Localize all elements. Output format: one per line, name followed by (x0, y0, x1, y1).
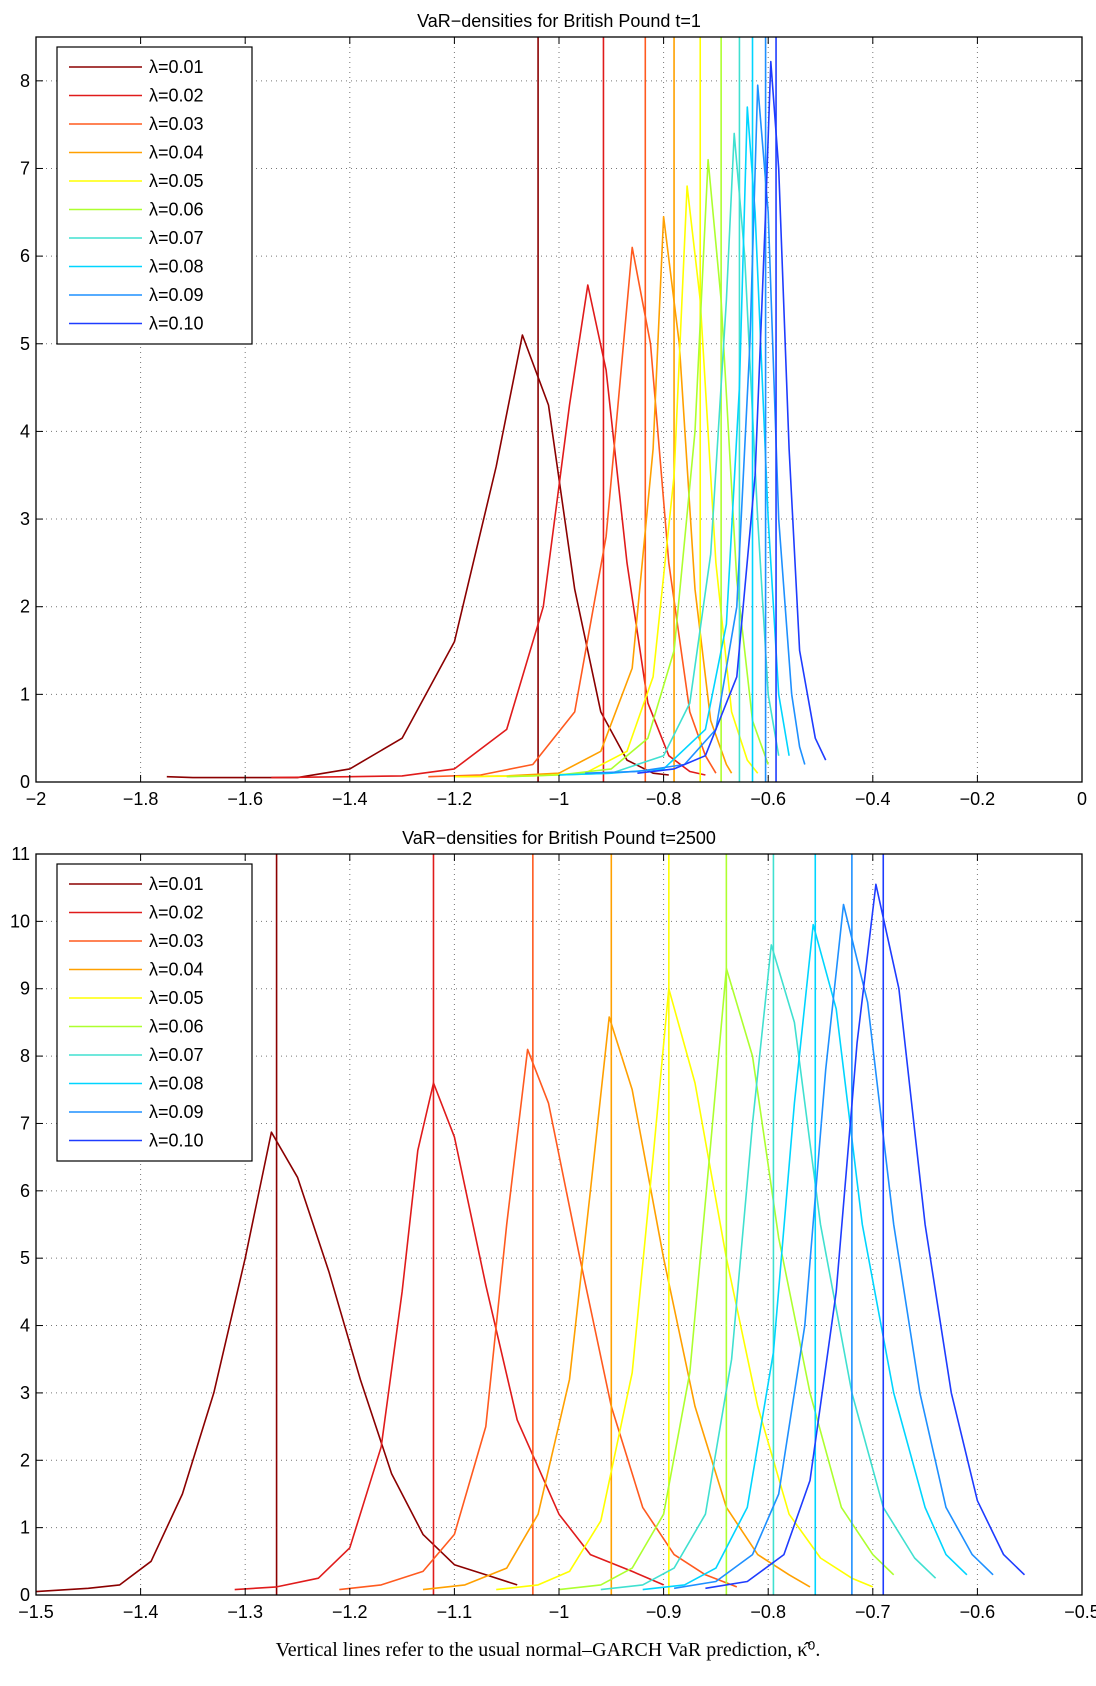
x-tick-label: −0.2 (960, 789, 996, 809)
legend: λ=0.01 λ=0.02 λ=0.03 λ=0.04 λ=0.05 λ=0.06 λ=0.… (56, 863, 253, 1162)
x-tick-label: 0 (1077, 789, 1087, 809)
legend-label: λ=0.10 (149, 314, 204, 334)
y-tick-label: 5 (20, 1248, 30, 1268)
y-tick-label: 4 (20, 421, 30, 441)
x-tick-label: −0.8 (646, 789, 682, 809)
legend-label: λ=0.05 (149, 171, 204, 191)
x-tick-label: −1.5 (18, 1602, 54, 1622)
density-curve (705, 883, 1026, 1590)
chart-title: VaR−densities for British Pound t=1 (417, 11, 701, 31)
x-tick-label: −0.7 (855, 1602, 891, 1622)
x-tick-label: −1.2 (332, 1602, 368, 1622)
legend-label: λ=0.07 (149, 1045, 204, 1065)
y-tick-label: 2 (20, 597, 30, 617)
density-curve (428, 246, 717, 778)
x-tick-label: −0.6 (960, 1602, 996, 1622)
y-tick-label: 4 (20, 1316, 30, 1336)
density-curve (35, 1131, 518, 1593)
density-curve (642, 923, 968, 1591)
x-tick-label: −1.1 (437, 1602, 473, 1622)
legend-label: λ=0.06 (149, 200, 204, 220)
x-tick-label: −2 (26, 789, 47, 809)
legend-label: λ=0.09 (149, 1102, 204, 1122)
legend-label: λ=0.04 (149, 143, 204, 163)
y-tick-label: 6 (20, 1181, 30, 1201)
density-curve (422, 1016, 811, 1591)
density-curve (600, 944, 937, 1591)
legend-label: λ=0.03 (149, 114, 204, 134)
y-tick-label: 2 (20, 1450, 30, 1470)
chart-figure: VaR−densities for British Pound t=1 −2 −1.… (10, 11, 1096, 1622)
density-curve (454, 215, 733, 778)
y-tick-label: 0 (20, 1585, 30, 1605)
density-curve (271, 284, 706, 779)
y-tick-label: 7 (20, 158, 30, 178)
chart-panel-1: VaR−densities for British Pound t=1 −2 −1.… (20, 11, 1087, 809)
legend-label: λ=0.04 (149, 960, 204, 980)
y-tick-label: 11 (11, 844, 30, 864)
legend-label: λ=0.02 (149, 86, 204, 106)
legend-label: λ=0.01 (149, 57, 204, 77)
x-tick-label: −1.8 (123, 789, 159, 809)
legend-label: λ=0.01 (149, 874, 204, 894)
y-tick-label: 3 (20, 1383, 30, 1403)
chart-title: VaR−densities for British Pound t=2500 (402, 828, 716, 848)
density-curve (454, 185, 759, 778)
density-curve (558, 132, 780, 776)
y-tick-label: 1 (20, 684, 30, 704)
legend-label: λ=0.09 (149, 285, 204, 305)
y-tick-label: 0 (20, 772, 30, 792)
y-tick-label: 8 (20, 71, 30, 91)
x-tick-label: −0.9 (646, 1602, 682, 1622)
legend-label: λ=0.07 (149, 228, 204, 248)
density-curve (585, 84, 806, 774)
x-tick-label: −0.4 (855, 789, 891, 809)
y-tick-label: 9 (20, 979, 30, 999)
legend-label: λ=0.08 (149, 257, 204, 277)
x-tick-label: −1.3 (227, 1602, 263, 1622)
legend-label: λ=0.06 (149, 1017, 204, 1037)
x-tick-label: −0.8 (750, 1602, 786, 1622)
density-curve (637, 60, 827, 774)
chart-panel-2: VaR−densities for British Pound t=2500 −1… (10, 828, 1096, 1622)
y-tick-label: 8 (20, 1046, 30, 1066)
density-curve (234, 1082, 664, 1591)
x-tick-label: −1.6 (227, 789, 263, 809)
legend-label: λ=0.03 (149, 931, 204, 951)
x-tick-label: −1.4 (123, 1602, 159, 1622)
figure-caption: Vertical lines refer to the usual normal… (275, 1639, 821, 1661)
y-tick-label: 10 (10, 911, 30, 931)
density-curve (166, 334, 669, 779)
legend-label: λ=0.05 (149, 988, 204, 1008)
x-tick-label: −0.5 (1064, 1602, 1096, 1622)
x-tick-label: −1.4 (332, 789, 368, 809)
x-tick-label: −0.6 (750, 789, 786, 809)
y-tick-label: 5 (20, 334, 30, 354)
x-tick-label: −1.2 (437, 789, 473, 809)
y-tick-label: 7 (20, 1113, 30, 1133)
legend: λ=0.01 λ=0.02 λ=0.03 λ=0.04 λ=0.05 λ=0.06 λ=0.… (56, 46, 253, 345)
x-tick-label: −1 (549, 789, 570, 809)
legend-label: λ=0.08 (149, 1074, 204, 1094)
y-tick-label: 1 (20, 1518, 30, 1538)
legend-label: λ=0.02 (149, 903, 204, 923)
y-tick-label: 3 (20, 509, 30, 529)
x-tick-label: −1 (549, 1602, 570, 1622)
legend-label: λ=0.10 (149, 1131, 204, 1151)
y-tick-label: 6 (20, 246, 30, 266)
density-curve (673, 903, 994, 1590)
